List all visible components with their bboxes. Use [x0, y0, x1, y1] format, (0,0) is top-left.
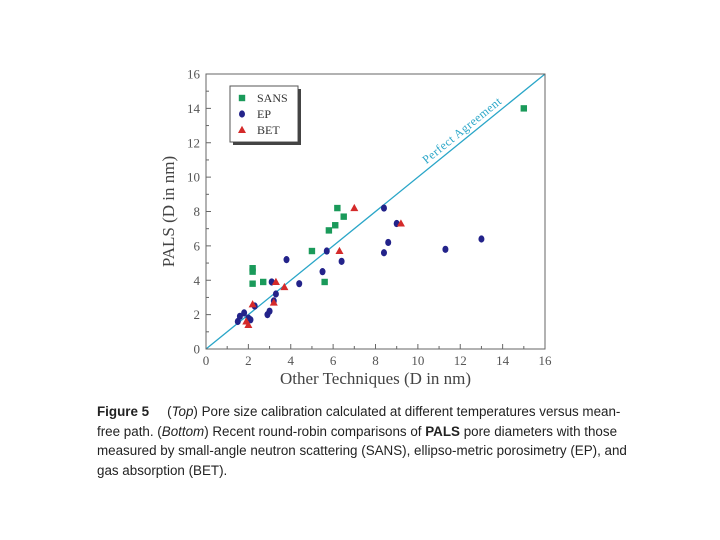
y-tick-label: 6 — [194, 238, 201, 253]
y-tick-label: 16 — [187, 67, 201, 82]
y-tick-label: 14 — [187, 101, 201, 116]
caption-top: Top — [171, 404, 194, 419]
sans-point — [332, 222, 339, 229]
legend-ep-marker — [239, 110, 245, 118]
sans-point — [308, 247, 316, 255]
figure-caption: Figure 5 (Top) Pore size calibration calc… — [97, 402, 627, 480]
legend-sans-marker — [238, 94, 246, 102]
perfect-agreement-line — [205, 73, 546, 350]
ep-point — [236, 312, 243, 320]
ep-point — [380, 249, 387, 257]
x-tick-label: 4 — [288, 353, 295, 368]
y-tick-label: 2 — [194, 307, 201, 322]
legend-bet-marker — [238, 125, 246, 133]
x-tick-label: 8 — [372, 353, 379, 368]
legend-shadow — [298, 89, 301, 145]
sans-point — [249, 265, 256, 272]
ep-point — [247, 316, 254, 324]
sans-point — [249, 268, 256, 275]
caption-text-2: ) Recent round-robin comparisons of — [204, 423, 426, 439]
sans-point — [334, 204, 341, 212]
y-tick-label: 0 — [194, 342, 201, 357]
bet-point — [269, 298, 278, 306]
x-tick-label: 10 — [411, 353, 424, 368]
caption-text-1: ) Pore size calibration calculated at di… — [97, 404, 621, 439]
plot-frame — [205, 73, 546, 350]
caption-bottom: Bottom — [161, 423, 205, 439]
ep-point — [283, 256, 290, 264]
ep-point — [338, 257, 345, 265]
sans-point — [520, 105, 528, 112]
ep-point — [478, 235, 485, 243]
tick-labels: 0 2 4 6 8 10 12 14 16 0 2 4 6 8 10 12 14 16 — [187, 67, 552, 369]
bet-point — [244, 320, 253, 328]
bet-point — [335, 246, 344, 255]
ep-point — [442, 245, 449, 253]
x-tick-label: 14 — [496, 353, 510, 368]
bet-point — [271, 277, 280, 285]
ep-point — [385, 238, 392, 247]
sans-point — [325, 227, 333, 234]
sans-point — [321, 278, 328, 286]
x-tick-label: 0 — [203, 353, 210, 368]
bet-point — [248, 300, 257, 308]
sans-point — [340, 213, 347, 220]
caption-paren-open: ( — [167, 404, 172, 419]
x-tick-label: 16 — [539, 353, 553, 368]
y-tick-label: 10 — [187, 170, 200, 185]
legend-bet-label: BET — [257, 123, 280, 137]
legend: SANS EP BET — [229, 85, 301, 145]
y-tick-label: 8 — [194, 204, 201, 219]
y-tick-label: 12 — [187, 135, 200, 150]
data-points — [234, 105, 528, 328]
x-axis-title: Other Techniques (D in nm) — [280, 369, 471, 388]
ep-point — [272, 290, 279, 298]
legend-sans-label: SANS — [257, 91, 288, 105]
ep-point — [380, 204, 387, 212]
bet-point — [350, 203, 359, 212]
legend-items: SANS EP BET — [238, 91, 288, 137]
legend-shadow — [233, 142, 301, 145]
caption-label: Figure 5 — [97, 404, 150, 419]
scatter-chart: 0 2 4 6 8 10 12 14 16 0 2 4 6 8 10 12 14 16 Perfect Agree… — [159, 67, 552, 389]
ep-point — [296, 280, 303, 288]
ep-point — [323, 247, 330, 255]
perfect-agreement-label: Perfect Agreement — [419, 94, 504, 167]
x-tick-label: 6 — [330, 353, 337, 368]
caption-bold-term: PALS — [425, 423, 460, 439]
sans-point — [249, 280, 256, 287]
x-tick-label: 2 — [245, 353, 252, 368]
bet-point — [280, 282, 289, 291]
ep-point — [266, 307, 273, 315]
y-axis-title: PALS (D in nm) — [159, 156, 178, 267]
bet-point — [396, 219, 405, 227]
x-tick-label: 12 — [454, 353, 467, 368]
ep-point — [241, 309, 248, 317]
sans-point — [260, 278, 267, 286]
legend-ep-label: EP — [257, 107, 271, 121]
y-tick-label: 4 — [194, 273, 201, 288]
caption-text-3: pore diameters with those measured by sm… — [97, 423, 627, 478]
ep-point — [319, 268, 326, 276]
